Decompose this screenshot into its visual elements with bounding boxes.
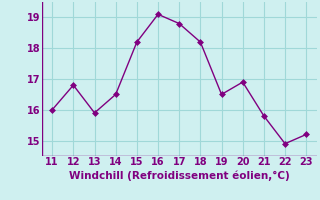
X-axis label: Windchill (Refroidissement éolien,°C): Windchill (Refroidissement éolien,°C) [69, 170, 290, 181]
